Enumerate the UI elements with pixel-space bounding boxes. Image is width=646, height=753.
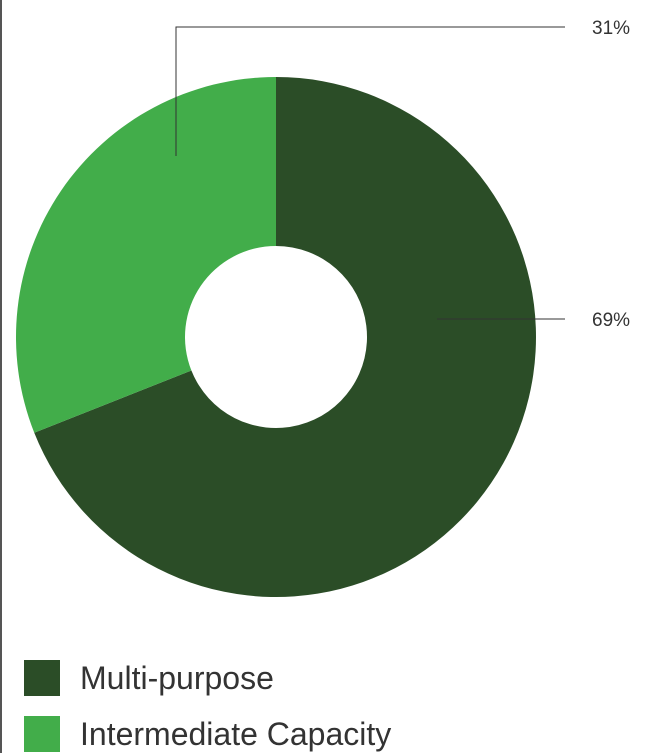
legend-label: Intermediate Capacity [80, 716, 392, 752]
legend: Multi-purpose Intermediate Capacity [24, 660, 391, 752]
leader-line [175, 26, 565, 156]
slice-value-label: 69% [592, 310, 630, 331]
slices-group [16, 77, 537, 598]
legend-swatch [24, 716, 60, 752]
leader-lines-group [175, 26, 565, 320]
legend-item-multi-purpose: Multi-purpose [24, 660, 391, 696]
legend-label: Multi-purpose [80, 660, 274, 696]
slice-value-label: 31% [592, 18, 630, 39]
donut-chart: 69% 31% [16, 18, 630, 598]
slice-labels-group: 69% 31% [592, 18, 630, 331]
pie-slice-intermediate-capacity [16, 77, 277, 433]
pie-slice-multi-purpose [34, 77, 537, 598]
legend-item-intermediate-capacity: Intermediate Capacity [24, 716, 391, 752]
left-border [0, 0, 2, 753]
legend-swatch [24, 660, 60, 696]
